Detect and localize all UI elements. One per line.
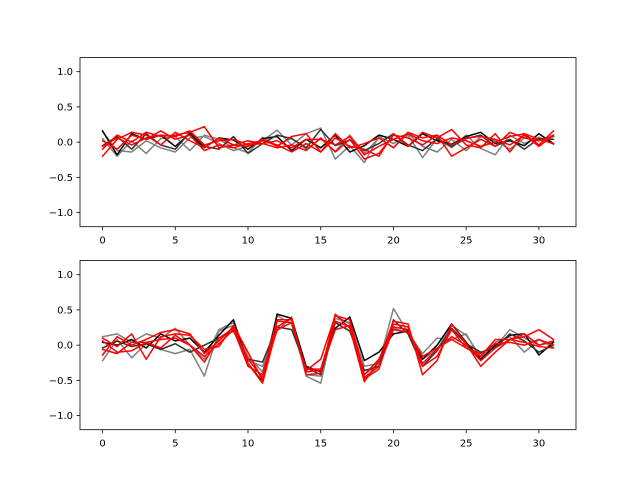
x-tick-label: 20 [387,439,400,450]
x-tick-label: 15 [314,236,327,247]
y-tick-label: −0.5 [49,376,73,387]
series-line-3 [101,128,555,155]
series-group [101,125,555,164]
y-tick-label: −0.5 [49,173,73,184]
x-tick-label: 10 [242,236,255,247]
x-tick-label: 30 [533,439,546,450]
series-line-6 [101,320,555,380]
x-tick-label: 20 [387,236,400,247]
y-tick-label: 0.5 [57,305,73,316]
series-group [101,307,555,384]
y-tick-label: 0.0 [57,341,73,352]
series-line-7 [101,319,555,379]
x-tick-label: 15 [314,439,327,450]
y-tick-label: 0.5 [57,102,73,113]
y-tick-label: −1.0 [49,411,73,422]
series-line-4 [101,314,555,382]
y-tick-label: −1.0 [49,208,73,219]
x-tick-label: 10 [242,439,255,450]
x-tick-label: 25 [460,439,473,450]
y-tick-label: 0.0 [57,138,73,149]
x-tick-label: 5 [172,236,178,247]
series-line-5 [101,131,555,160]
x-tick-label: 5 [172,439,178,450]
y-tick-label: 1.0 [57,270,73,281]
x-tick-label: 0 [99,439,105,450]
x-tick-label: 0 [99,236,105,247]
subplot-top: 0 5 10 15 20 25 30 1.0 0.5 0.0 −0.5 −1.0 [49,57,577,247]
y-tick-label: 1.0 [57,67,73,78]
x-tick-label: 30 [533,236,546,247]
series-line-7 [101,130,555,156]
x-tick-label: 25 [460,236,473,247]
subplot-bottom: 0 5 10 15 20 25 30 1.0 0.5 0.0 −0.5 −1.0 [49,260,577,450]
